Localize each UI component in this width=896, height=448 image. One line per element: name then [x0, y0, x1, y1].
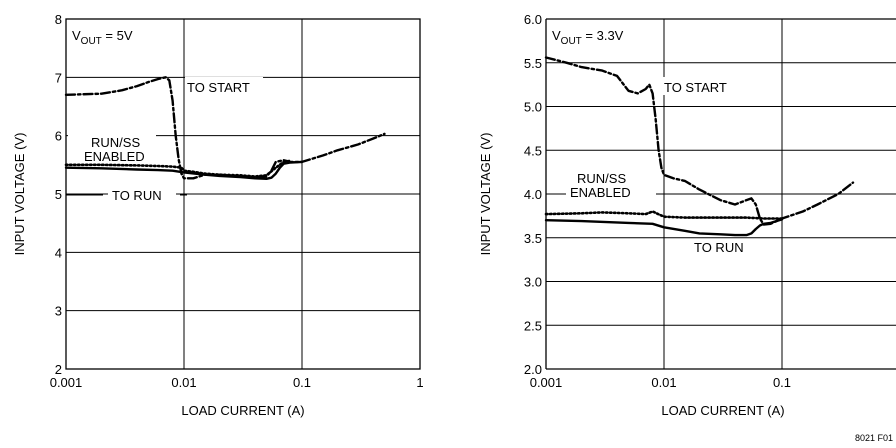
right-y-tick-label: 2.5: [524, 318, 542, 333]
left-y-tick-label: 4: [55, 245, 62, 260]
left-y-tick-label: 8: [55, 12, 62, 27]
right-plot-grid: [546, 19, 896, 369]
left-y-tick-label: 3: [55, 304, 62, 319]
left-x-tick-label: 0.01: [171, 375, 196, 390]
right-y-tick-label: 3.0: [524, 275, 542, 290]
right-anno-to-start: TO START: [664, 80, 727, 95]
left-plot-ticks: 2 3 4 5 6 7 8 0.001 0.01 0.1 1: [50, 12, 424, 390]
right-anno-runss: RUN/SS: [577, 171, 626, 186]
right-anno-to-run: TO RUN: [694, 240, 744, 255]
left-condition-label: VOUT = 5V: [69, 22, 151, 47]
right-series-to-run: [544, 218, 784, 237]
right-y-tick-label: 5.0: [524, 100, 542, 115]
right-series-run-ss-enabled: [544, 210, 784, 220]
left-x-tick-label: 0.001: [50, 375, 83, 390]
right-x-tick-label: 0.1: [773, 375, 791, 390]
right-plot-ticks: 2.0 2.5 3.0 3.5 4.0 4.5 5.0 5.5 6.0 0.001 0.01 0.1: [524, 12, 791, 390]
right-y-tick-label: 5.5: [524, 56, 542, 71]
left-plot-series: [64, 76, 386, 181]
right-anno-enabled: ENABLED: [570, 185, 631, 200]
left-x-label: LOAD CURRENT (A): [181, 403, 304, 418]
left-y-tick-label: 5: [55, 187, 62, 202]
left-anno-to-run: TO RUN: [112, 188, 162, 203]
right-y-label: INPUT VOLTAGE (V): [478, 133, 493, 256]
left-anno-to-start: TO START: [187, 80, 250, 95]
left-y-tick-label: 7: [55, 70, 62, 85]
left-y-tick-label: 2: [55, 362, 62, 377]
left-plot-frame: [65, 18, 421, 370]
left-series-run-ss-enabled: [64, 159, 292, 178]
right-plot: 2.02.53.03.54.04.55.05.56.00.001 0.01 0.1 …: [478, 12, 896, 418]
right-y-tick-label: 3.5: [524, 231, 542, 246]
left-y-tick-label: 6: [55, 129, 62, 144]
right-x-tick-label: 0.001: [530, 375, 563, 390]
left-y-label: INPUT VOLTAGE (V): [12, 133, 27, 256]
left-x-tick-label: 0.1: [293, 375, 311, 390]
right-y-tick-label: 4.0: [524, 187, 542, 202]
right-condition-label: VOUT = 3.3V: [549, 22, 649, 47]
left-anno-runss: RUN/SS: [91, 135, 140, 150]
right-y-tick-label: 2.0: [524, 362, 542, 377]
left-x-tick-label: 1: [416, 375, 423, 390]
left-condition-text: VOUT = 5V: [72, 28, 133, 47]
figure-code: 8021 F01: [855, 433, 893, 443]
right-y-tick-label: 6.0: [524, 12, 542, 27]
right-condition-text: VOUT = 3.3V: [552, 28, 624, 47]
right-plot-series: [544, 56, 855, 237]
left-anno-enabled: ENABLED: [84, 149, 145, 164]
left-series-to-run: [64, 160, 304, 181]
right-y-tick-label: 4.5: [524, 143, 542, 158]
right-x-tick-label: 0.01: [651, 375, 676, 390]
right-x-label: LOAD CURRENT (A): [661, 403, 784, 418]
